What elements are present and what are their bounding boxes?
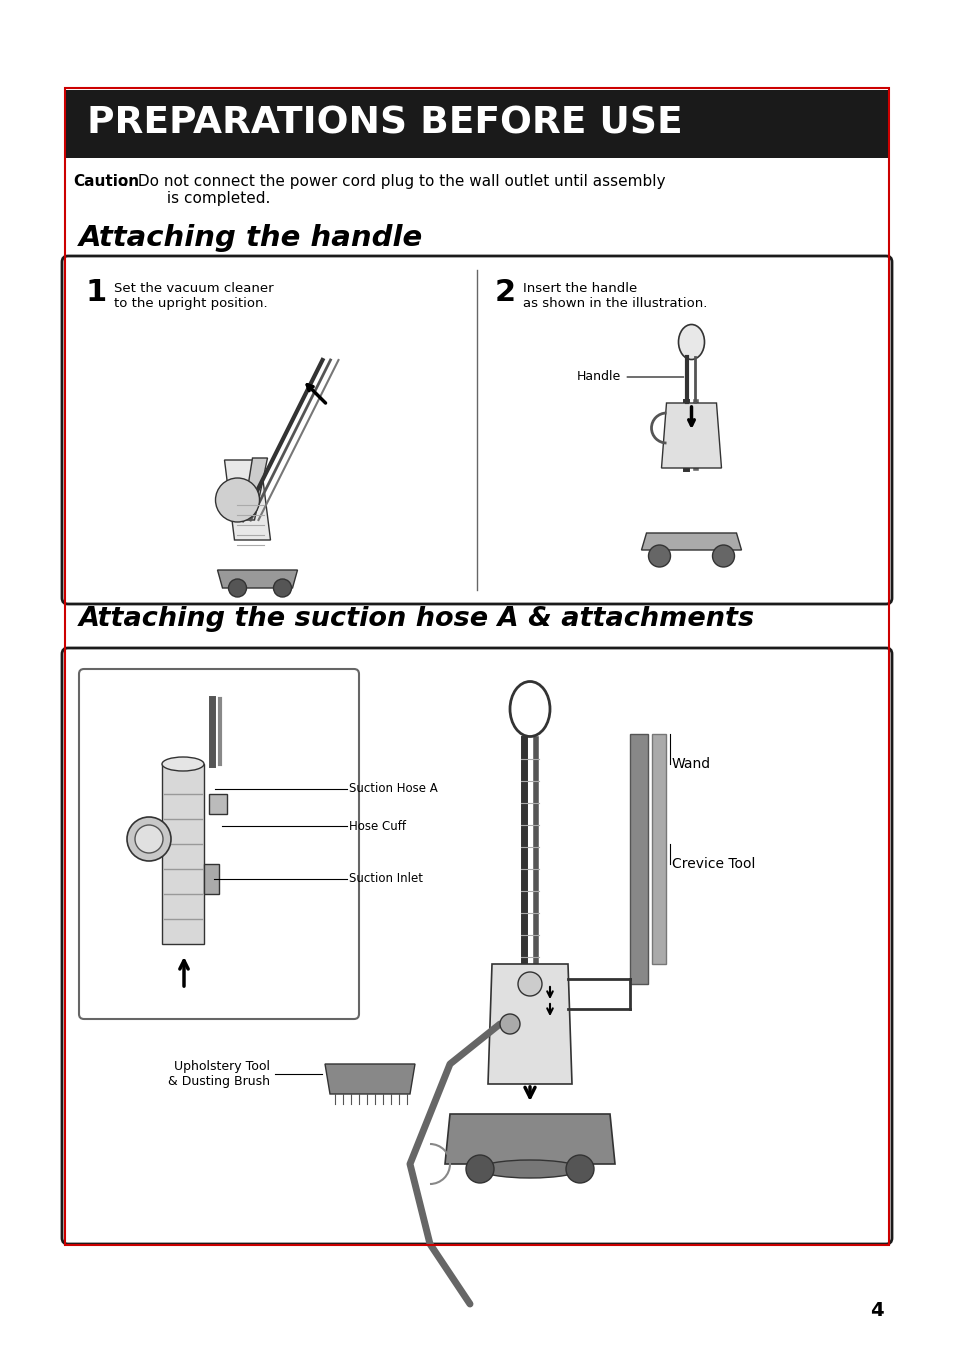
Text: Insert the handle
as shown in the illustration.: Insert the handle as shown in the illust… — [522, 282, 706, 310]
Ellipse shape — [678, 325, 703, 360]
Text: Hose Cuff: Hose Cuff — [349, 820, 406, 833]
FancyBboxPatch shape — [62, 256, 891, 604]
Text: Crevice Tool: Crevice Tool — [671, 857, 755, 871]
Text: Attaching the suction hose A & attachments: Attaching the suction hose A & attachmen… — [79, 607, 755, 632]
Polygon shape — [325, 1064, 415, 1095]
FancyBboxPatch shape — [62, 648, 891, 1244]
Bar — [209, 794, 227, 814]
Text: Handle: Handle — [577, 371, 683, 383]
Circle shape — [127, 817, 171, 861]
Circle shape — [135, 825, 163, 853]
Circle shape — [517, 972, 541, 996]
Bar — [629, 735, 647, 984]
Text: Suction Inlet: Suction Inlet — [349, 872, 422, 886]
Text: Caution: Caution — [73, 174, 139, 189]
Polygon shape — [660, 403, 720, 468]
Text: Attaching the handle: Attaching the handle — [79, 224, 423, 252]
Circle shape — [229, 580, 246, 597]
Bar — [65, 90, 888, 158]
Circle shape — [215, 479, 259, 522]
Circle shape — [274, 580, 292, 597]
Text: Upholstery Tool
& Dusting Brush: Upholstery Tool & Dusting Brush — [168, 1060, 270, 1088]
Polygon shape — [488, 964, 572, 1084]
Polygon shape — [242, 458, 267, 520]
Bar — [651, 735, 665, 964]
Ellipse shape — [162, 758, 204, 771]
Text: Suction Hose A: Suction Hose A — [349, 782, 437, 795]
Bar — [65, 88, 888, 1246]
Text: Set the vacuum cleaner
to the upright position.: Set the vacuum cleaner to the upright po… — [113, 282, 274, 310]
Circle shape — [465, 1155, 494, 1184]
Polygon shape — [162, 764, 204, 944]
Ellipse shape — [479, 1161, 579, 1178]
FancyBboxPatch shape — [79, 669, 358, 1019]
Circle shape — [499, 1014, 519, 1034]
Polygon shape — [444, 1113, 615, 1165]
Text: 2: 2 — [495, 278, 516, 307]
Text: :  Do not connect the power cord plug to the wall outlet until assembly
        : : Do not connect the power cord plug to … — [123, 174, 665, 206]
Polygon shape — [224, 460, 271, 541]
Polygon shape — [640, 532, 740, 550]
Text: PREPARATIONS BEFORE USE: PREPARATIONS BEFORE USE — [87, 106, 682, 142]
Circle shape — [648, 545, 670, 568]
Polygon shape — [217, 570, 297, 588]
Circle shape — [565, 1155, 594, 1184]
Text: 4: 4 — [869, 1301, 883, 1320]
Circle shape — [712, 545, 734, 568]
Text: 1: 1 — [86, 278, 107, 307]
Bar — [204, 864, 219, 894]
Text: Wand: Wand — [671, 758, 710, 771]
